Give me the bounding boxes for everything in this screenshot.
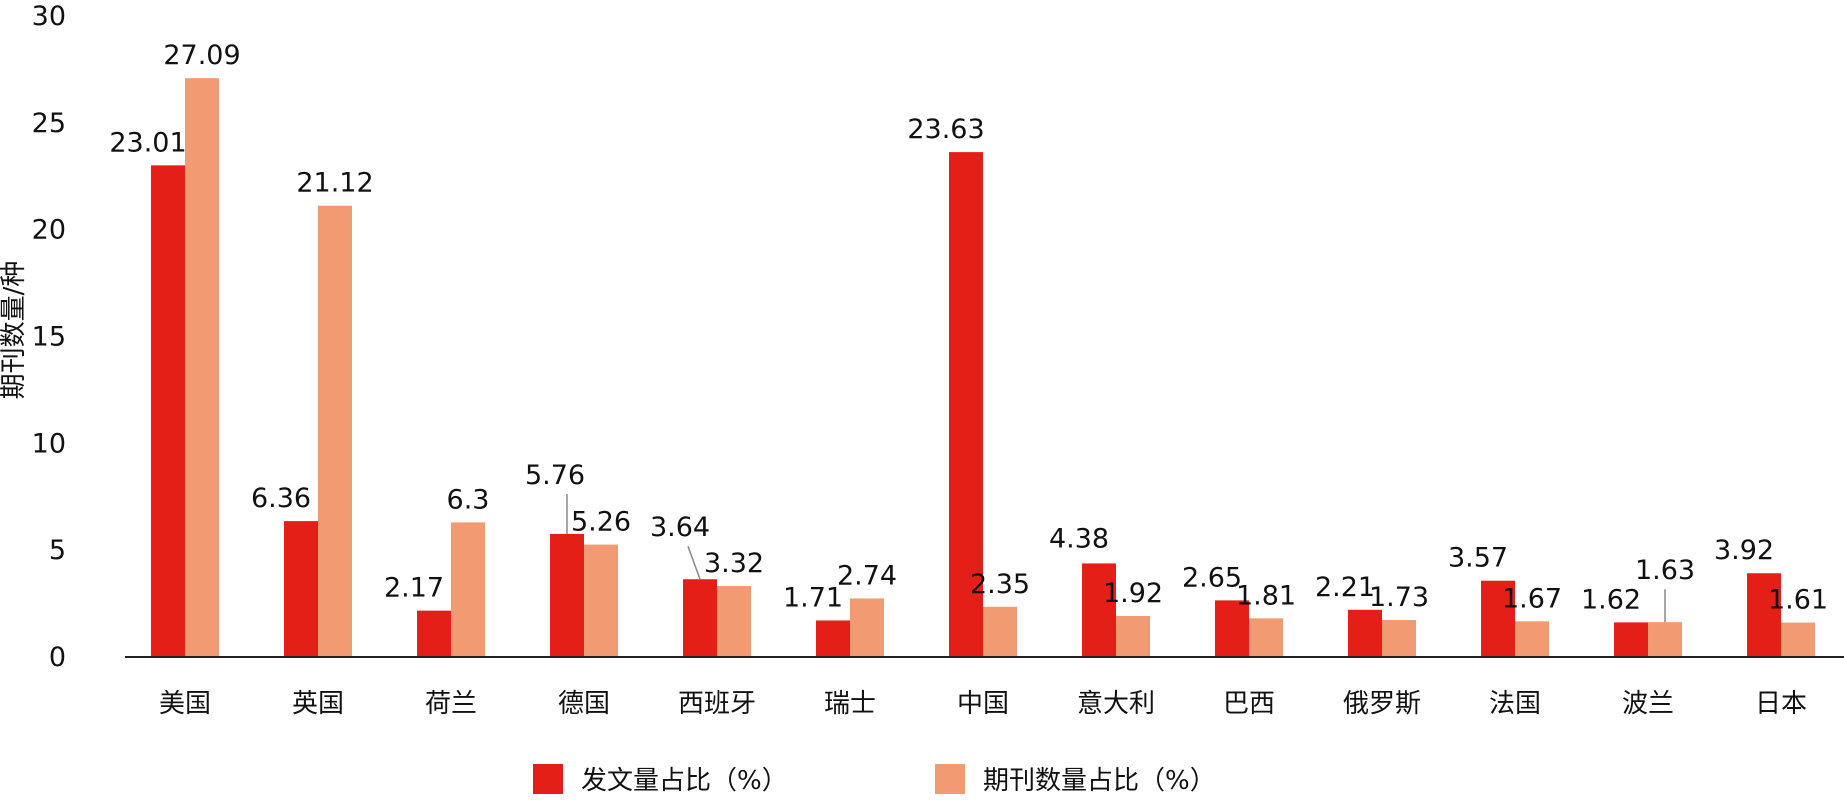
bar-series-1-6[interactable] xyxy=(816,620,850,657)
data-label-series-1-2: 6.36 xyxy=(251,483,311,514)
x-tick-label: 意大利 xyxy=(1077,689,1155,719)
bar-series-1-9[interactable] xyxy=(1215,600,1249,657)
data-label-series-2-1: 27.09 xyxy=(163,40,240,71)
data-label-series-2-5: 3.32 xyxy=(704,548,764,579)
legend-item-series-1[interactable]: 发文量占比（%） xyxy=(533,760,788,797)
bar-series-2-9[interactable] xyxy=(1249,618,1283,657)
data-label-series-1-9: 2.65 xyxy=(1182,562,1242,593)
y-tick-label: 0 xyxy=(49,642,66,673)
x-tick-label: 日本 xyxy=(1755,689,1807,719)
bar-series-2-8[interactable] xyxy=(1116,615,1150,657)
data-label-series-2-9: 1.81 xyxy=(1236,580,1296,611)
leader-line xyxy=(687,545,701,580)
data-label-series-2-6: 2.74 xyxy=(837,560,897,591)
data-label-series-1-10: 2.21 xyxy=(1315,572,1375,603)
x-tick-label: 波兰 xyxy=(1622,689,1674,719)
leader-lines xyxy=(566,493,1666,623)
y-tick-label: 15 xyxy=(32,322,66,353)
data-label-series-2-2: 21.12 xyxy=(296,168,373,199)
bar-series-2-3[interactable] xyxy=(451,522,485,657)
bar-series-1-2[interactable] xyxy=(284,521,318,657)
bar-series-1-11[interactable] xyxy=(1481,580,1515,657)
bar-series-2-1[interactable] xyxy=(185,78,219,657)
bar-series-2-7[interactable] xyxy=(983,606,1017,657)
data-label-series-1-3: 2.17 xyxy=(384,573,444,604)
data-label-series-2-13: 1.61 xyxy=(1768,585,1828,616)
bar-series-2-2[interactable] xyxy=(318,205,352,657)
y-tick-label: 5 xyxy=(49,535,66,566)
x-tick-label: 西班牙 xyxy=(678,689,756,719)
y-tick-label: 20 xyxy=(32,215,66,246)
bar-series-2-13[interactable] xyxy=(1781,622,1815,657)
x-tick-label: 法国 xyxy=(1489,689,1541,719)
x-tick-label: 美国 xyxy=(159,689,211,719)
legend: 发文量占比（%） 期刊数量占比（%） xyxy=(0,760,1844,800)
y-tick-label: 30 xyxy=(32,1,66,32)
bar-series-2-5[interactable] xyxy=(717,586,751,657)
data-labels: 23.01 27.09 6.36 21.12 2.17 6.3 5.76 5.26 3.64 3.… xyxy=(109,40,1828,615)
x-tick-label: 巴西 xyxy=(1223,689,1275,719)
bar-series-1-13[interactable] xyxy=(1747,573,1781,657)
x-tick-label: 德国 xyxy=(558,689,610,719)
data-label-series-1-1: 23.01 xyxy=(109,127,186,158)
x-tick-label: 荷兰 xyxy=(425,689,477,719)
data-label-series-1-12: 1.62 xyxy=(1581,584,1641,615)
bar-series-2-10[interactable] xyxy=(1382,620,1416,657)
bar-series-1-3[interactable] xyxy=(417,610,451,657)
bar-series-2-6[interactable] xyxy=(850,598,884,657)
x-tick-label: 中国 xyxy=(957,689,1009,719)
y-axis-label: 期刊数量/种 xyxy=(0,261,29,400)
data-label-series-1-11: 3.57 xyxy=(1448,543,1508,574)
legend-swatch-series-1 xyxy=(533,763,563,794)
bar-series-1-4[interactable] xyxy=(550,533,584,657)
bar-series-1-5[interactable] xyxy=(683,579,717,657)
data-label-series-1-8: 4.38 xyxy=(1049,523,1109,554)
x-tick-label: 俄罗斯 xyxy=(1343,689,1421,719)
y-axis: 0 5 10 15 20 25 30 xyxy=(32,1,66,673)
bar-series-2-11[interactable] xyxy=(1515,621,1549,657)
data-label-series-2-3: 6.3 xyxy=(447,484,490,515)
data-label-series-1-4: 5.76 xyxy=(525,460,585,491)
bar-series-1-8[interactable] xyxy=(1082,563,1116,657)
legend-item-series-2[interactable]: 期刊数量占比（%） xyxy=(935,760,1216,797)
data-label-series-1-13: 3.92 xyxy=(1714,535,1774,566)
data-label-series-2-11: 1.67 xyxy=(1502,583,1562,614)
bar-series-1-10[interactable] xyxy=(1348,609,1382,657)
y-tick-label: 10 xyxy=(32,428,66,459)
y-tick-label: 25 xyxy=(32,108,66,139)
data-label-series-2-10: 1.73 xyxy=(1369,582,1429,613)
bar-series-2-4[interactable] xyxy=(584,544,618,657)
bars xyxy=(151,78,1815,658)
x-axis-tick-labels: 美国 英国 荷兰 德国 西班牙 瑞士 中国 意大利 巴西 俄罗斯 法国 波兰 日本 xyxy=(159,689,1807,719)
legend-label-series-2: 期刊数量占比（%） xyxy=(983,766,1216,796)
bar-series-1-7[interactable] xyxy=(949,152,983,658)
data-label-series-2-4: 5.26 xyxy=(571,507,631,538)
legend-swatch-series-2 xyxy=(935,763,965,794)
bar-series-2-12[interactable] xyxy=(1648,622,1682,657)
data-label-series-2-8: 1.92 xyxy=(1103,578,1163,609)
data-label-series-2-7: 2.35 xyxy=(970,569,1030,600)
bar-series-1-1[interactable] xyxy=(151,165,185,657)
data-label-series-1-7: 23.63 xyxy=(907,114,984,145)
x-tick-label: 英国 xyxy=(292,689,344,719)
x-tick-label: 瑞士 xyxy=(824,689,876,719)
data-label-series-1-5: 3.64 xyxy=(650,512,710,543)
legend-label-series-1: 发文量占比（%） xyxy=(581,766,788,796)
bar-series-1-12[interactable] xyxy=(1614,622,1648,657)
data-label-series-2-12: 1.63 xyxy=(1635,555,1695,586)
data-label-series-1-6: 1.71 xyxy=(783,582,843,613)
